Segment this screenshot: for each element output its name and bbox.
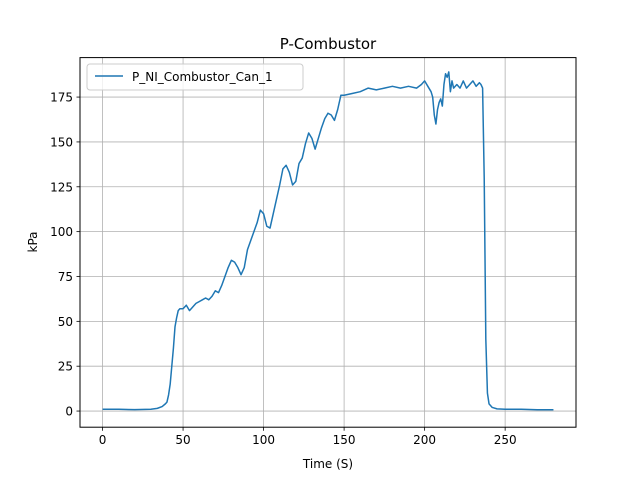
x-tick-label: 250 <box>494 433 517 447</box>
y-tick-label: 75 <box>58 270 73 284</box>
y-tick-label: 0 <box>65 405 73 419</box>
y-tick-label: 150 <box>50 135 73 149</box>
x-tick-label: 150 <box>333 433 356 447</box>
y-axis-label: kPa <box>26 232 40 253</box>
x-tick-label: 100 <box>252 433 275 447</box>
y-tick-label: 125 <box>50 180 73 194</box>
x-tick-label: 200 <box>413 433 436 447</box>
legend: P_NI_Combustor_Can_1 <box>86 63 304 91</box>
x-axis-label: Time (S) <box>302 457 353 471</box>
legend-label: P_NI_Combustor_Can_1 <box>132 70 273 84</box>
series-group <box>102 71 554 411</box>
x-axis-ticks: 0 50 100 150 200 250 <box>99 427 517 447</box>
y-axis-ticks: 0 25 50 75 100 125 150 175 <box>50 91 80 419</box>
y-tick-label: 100 <box>50 225 73 239</box>
x-tick-label: 50 <box>175 433 190 447</box>
legend-box <box>86 63 304 91</box>
y-tick-label: 175 <box>50 91 73 105</box>
y-tick-label: 25 <box>58 360 73 374</box>
chart-title: P-Combustor <box>280 35 377 53</box>
plot-frame <box>79 57 577 428</box>
series-line <box>102 71 554 411</box>
grid-lines <box>80 57 576 428</box>
y-tick-label: 50 <box>58 315 73 329</box>
x-tick-label: 0 <box>99 433 107 447</box>
